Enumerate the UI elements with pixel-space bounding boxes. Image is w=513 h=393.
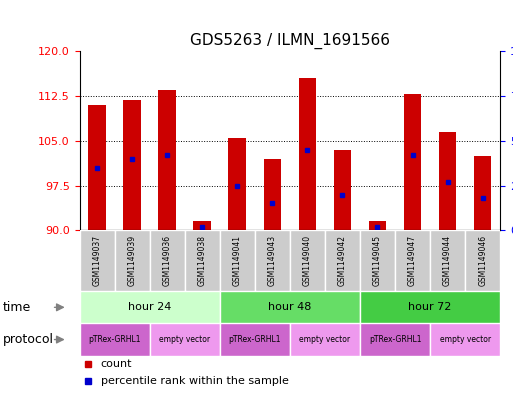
Text: GSM1149043: GSM1149043	[268, 235, 277, 286]
Bar	[325, 230, 360, 291]
Text: hour 72: hour 72	[408, 302, 452, 312]
Bar	[430, 323, 500, 356]
Bar	[264, 159, 281, 230]
Bar	[360, 291, 500, 323]
Text: empty vector: empty vector	[300, 335, 350, 344]
Text: empty vector: empty vector	[440, 335, 490, 344]
Text: time: time	[3, 301, 31, 314]
Text: hour 24: hour 24	[128, 302, 171, 312]
Text: GSM1149047: GSM1149047	[408, 235, 417, 286]
Text: GSM1149040: GSM1149040	[303, 235, 312, 286]
Text: GSM1149042: GSM1149042	[338, 235, 347, 286]
Bar	[150, 323, 220, 356]
Bar	[290, 323, 360, 356]
Bar	[430, 230, 465, 291]
Text: count: count	[101, 359, 132, 369]
Bar	[228, 138, 246, 230]
Text: pTRex-GRHL1: pTRex-GRHL1	[88, 335, 141, 344]
Bar	[159, 90, 176, 230]
Bar	[193, 221, 211, 230]
Bar	[114, 230, 150, 291]
Text: pTRex-GRHL1: pTRex-GRHL1	[369, 335, 421, 344]
Bar	[360, 323, 430, 356]
Bar	[290, 230, 325, 291]
Bar	[360, 230, 395, 291]
Bar	[220, 323, 290, 356]
Text: GSM1149041: GSM1149041	[233, 235, 242, 286]
Bar	[474, 156, 491, 230]
Text: GSM1149044: GSM1149044	[443, 235, 452, 286]
Text: GSM1149045: GSM1149045	[373, 235, 382, 286]
Bar	[369, 221, 386, 230]
Bar	[404, 94, 421, 230]
Bar	[255, 230, 290, 291]
Text: hour 48: hour 48	[268, 302, 311, 312]
Bar	[185, 230, 220, 291]
Bar	[220, 291, 360, 323]
Bar	[465, 230, 500, 291]
Bar	[123, 100, 141, 230]
Text: GSM1149036: GSM1149036	[163, 235, 172, 286]
Bar	[333, 150, 351, 230]
Text: percentile rank within the sample: percentile rank within the sample	[101, 376, 288, 386]
Text: GSM1149046: GSM1149046	[478, 235, 487, 286]
Bar	[80, 230, 114, 291]
Bar	[150, 230, 185, 291]
Bar	[299, 78, 316, 230]
Bar	[439, 132, 457, 230]
Title: GDS5263 / ILMN_1691566: GDS5263 / ILMN_1691566	[190, 33, 390, 49]
Text: pTRex-GRHL1: pTRex-GRHL1	[228, 335, 281, 344]
Text: GSM1149038: GSM1149038	[198, 235, 207, 286]
Text: GSM1149039: GSM1149039	[128, 235, 136, 286]
Bar	[395, 230, 430, 291]
Bar	[220, 230, 255, 291]
Text: protocol: protocol	[3, 333, 53, 346]
Text: empty vector: empty vector	[159, 335, 210, 344]
Bar	[80, 323, 150, 356]
Bar	[80, 291, 220, 323]
Bar	[88, 105, 106, 230]
Text: GSM1149037: GSM1149037	[92, 235, 102, 286]
